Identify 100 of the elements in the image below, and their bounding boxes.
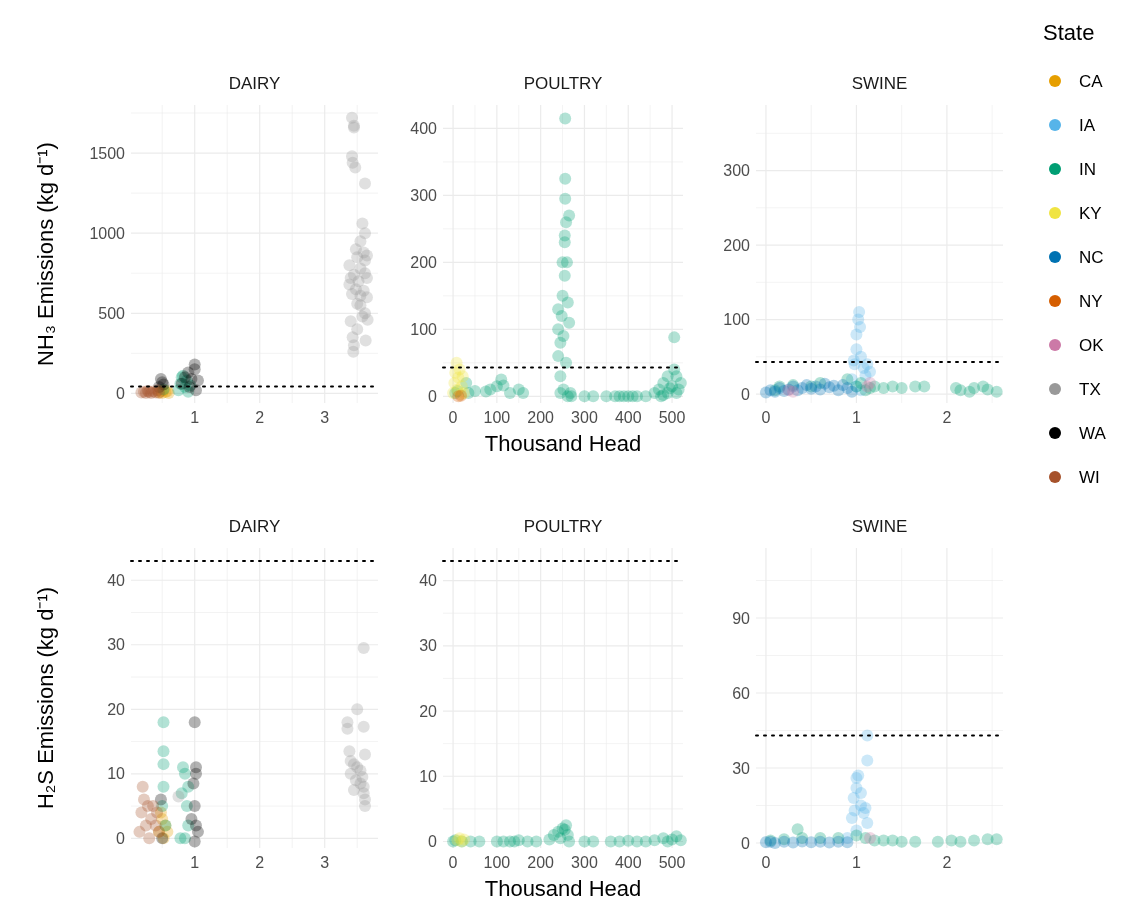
legend-title: State: [1043, 20, 1095, 45]
x-tick-label: 0: [761, 854, 771, 871]
point: [341, 722, 354, 735]
point: [343, 259, 356, 272]
point: [157, 758, 170, 771]
x-axis-title: Thousand Head: [484, 431, 642, 456]
point: [895, 835, 908, 848]
chart-title: DAIRY: [228, 517, 281, 536]
point: [990, 385, 1003, 398]
point: [895, 382, 908, 395]
point: [909, 835, 922, 848]
point: [349, 161, 362, 174]
point: [674, 834, 687, 847]
x-tick-label: 2: [255, 854, 265, 871]
y-tick-label: 10: [107, 765, 126, 783]
point: [347, 345, 360, 358]
x-tick-label: 1: [851, 854, 861, 871]
x-tick-label: 400: [614, 854, 642, 871]
point: [854, 321, 867, 334]
point: [473, 835, 486, 848]
point: [359, 267, 371, 280]
x-tick-label: 2: [942, 854, 952, 871]
point: [854, 787, 867, 799]
point: [359, 800, 371, 813]
y-tick-label: 30: [107, 636, 126, 654]
y-axis-title: NH₃ Emissions (kg d⁻¹): [33, 142, 58, 366]
point: [344, 315, 357, 328]
chart-title: SWINE: [851, 517, 908, 536]
y-tick-label: 20: [419, 702, 438, 720]
point: [187, 777, 200, 790]
y-tick-label: 100: [723, 311, 751, 329]
y-tick-label: 90: [732, 609, 751, 627]
x-tick-label: 500: [658, 409, 686, 426]
x-tick-label: 2: [942, 409, 952, 426]
x-tick-label: 400: [614, 409, 642, 426]
y-tick-label: 60: [732, 684, 751, 702]
legend-label: TX: [1079, 379, 1101, 399]
x-tick-label: 3: [320, 409, 330, 426]
y-axis-title: H₂S Emissions (kg d⁻¹): [33, 586, 58, 810]
point: [157, 745, 170, 758]
y-tick-label: 40: [107, 571, 126, 589]
y-tick-label: 1500: [89, 144, 126, 162]
point: [918, 380, 931, 393]
point: [178, 767, 191, 780]
y-tick-label: 10: [419, 767, 438, 785]
y-tick-label: 40: [419, 572, 438, 590]
point: [357, 720, 370, 733]
legend-label: OK: [1079, 335, 1105, 355]
y-tick-label: 100: [410, 320, 438, 338]
y-tick-label: 0: [741, 834, 751, 852]
y-tick-label: 30: [419, 637, 438, 655]
y-tick-label: 0: [116, 829, 126, 847]
x-tick-label: 2: [255, 409, 265, 426]
point: [178, 832, 191, 845]
point: [968, 834, 981, 847]
chart-title: SWINE: [851, 74, 908, 93]
point: [357, 642, 370, 654]
point: [351, 703, 364, 716]
point: [361, 313, 374, 326]
point: [151, 806, 163, 819]
point: [360, 291, 373, 304]
legend-label: CA: [1079, 71, 1104, 91]
x-tick-label: 0: [761, 409, 771, 426]
y-tick-label: 1000: [89, 224, 126, 242]
point: [157, 716, 170, 729]
legend-label: NY: [1079, 291, 1103, 311]
x-tick-label: 300: [571, 854, 598, 871]
point: [864, 832, 876, 844]
point: [136, 780, 149, 793]
x-tick-label: 300: [571, 409, 598, 426]
legend-label: KY: [1079, 203, 1102, 223]
y-tick-label: 0: [428, 833, 438, 851]
x-tick-label: 0: [448, 854, 458, 871]
x-axis-title: Thousand Head: [484, 876, 642, 901]
point: [563, 835, 576, 848]
point: [154, 793, 167, 806]
point: [864, 365, 876, 378]
point: [359, 748, 371, 761]
x-tick-label: 200: [527, 854, 555, 871]
x-tick-label: 1: [190, 854, 200, 871]
x-tick-label: 100: [483, 409, 511, 426]
point: [188, 716, 201, 729]
point: [990, 833, 1003, 846]
y-tick-label: 0: [116, 384, 126, 402]
x-tick-label: 0: [448, 409, 458, 426]
point: [188, 358, 201, 371]
x-tick-label: 100: [483, 854, 511, 871]
point: [185, 812, 198, 825]
point: [861, 817, 874, 829]
point: [861, 754, 874, 767]
point: [191, 825, 204, 838]
point: [157, 780, 170, 793]
y-tick-label: 400: [410, 120, 438, 138]
point: [143, 832, 156, 845]
legend-label: WI: [1079, 467, 1100, 487]
point: [841, 836, 854, 849]
point: [190, 767, 202, 780]
y-tick-label: 30: [732, 759, 751, 777]
point: [954, 835, 967, 848]
point: [344, 272, 357, 285]
